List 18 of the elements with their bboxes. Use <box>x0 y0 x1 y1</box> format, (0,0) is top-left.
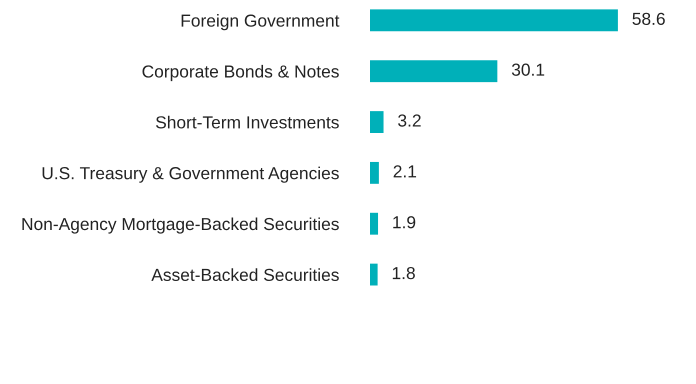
data-label: 2.1 <box>394 165 416 178</box>
bar <box>370 111 384 133</box>
data-label: 1.9 <box>393 216 416 228</box>
bar <box>370 60 498 82</box>
y-tick-label: Short-Term Investments <box>156 116 339 128</box>
y-tick-label: Foreign Government <box>182 14 340 30</box>
bar <box>370 162 379 184</box>
data-label: 58.6 <box>632 12 665 25</box>
data-label: 30.1 <box>512 64 544 76</box>
y-tick-label: Asset-Backed Securities <box>151 268 339 282</box>
y-tick-label: Corporate Bonds & Notes <box>142 64 339 82</box>
y-tick-label: U.S. Treasury & Government Agencies <box>42 166 339 183</box>
bar <box>370 212 378 235</box>
bar <box>370 9 618 32</box>
y-tick-label: Non-Agency Mortgage-Backed Securities <box>22 217 339 234</box>
bar <box>370 264 378 286</box>
data-label: 1.8 <box>392 266 415 280</box>
data-label: 3.2 <box>398 114 421 127</box>
